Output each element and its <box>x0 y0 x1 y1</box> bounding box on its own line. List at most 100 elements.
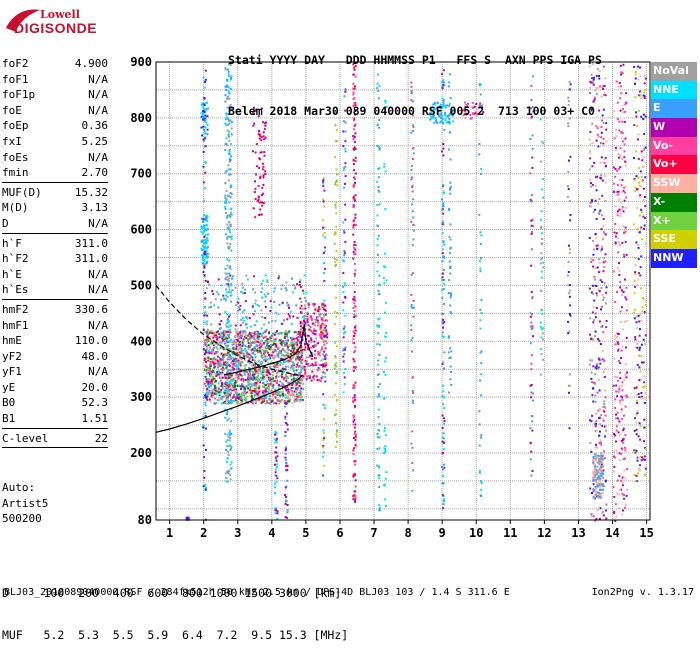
echo-point <box>444 112 446 115</box>
echo-point <box>643 97 646 100</box>
echo-point <box>202 112 205 115</box>
echo-point <box>219 373 222 376</box>
echo-point <box>207 253 209 255</box>
echo-point <box>282 340 284 343</box>
echo-point <box>589 143 592 146</box>
echo-point <box>448 73 451 76</box>
echo-point <box>274 441 277 444</box>
echo-point <box>593 467 596 470</box>
echo-point <box>204 486 207 489</box>
echo-point <box>255 398 258 401</box>
echo-point <box>229 314 231 317</box>
echo-point <box>203 110 206 113</box>
echo-point <box>235 304 238 307</box>
echo-point <box>590 291 593 294</box>
echo-point <box>207 255 209 258</box>
logo-swoosh-icon <box>6 9 40 32</box>
echo-point <box>230 401 233 404</box>
echo-point <box>605 320 608 322</box>
echo-point <box>230 300 233 303</box>
echo-point <box>262 174 265 177</box>
echo-point <box>531 166 534 169</box>
echo-point <box>202 138 205 141</box>
echo-point <box>272 393 275 396</box>
echo-point <box>377 283 380 286</box>
echo-point <box>441 414 444 417</box>
echo-point <box>268 379 271 382</box>
echo-point <box>201 249 204 252</box>
echo-point <box>212 369 215 372</box>
echo-point <box>603 457 606 460</box>
echo-point <box>322 198 325 201</box>
echo-point <box>624 240 627 243</box>
echo-point <box>353 297 356 300</box>
echo-point <box>316 324 319 327</box>
echo-point <box>251 362 254 365</box>
echo-point <box>255 330 258 333</box>
echo-point <box>352 93 355 96</box>
echo-point <box>352 224 355 227</box>
echo-point <box>265 391 268 394</box>
echo-point <box>601 424 604 427</box>
echo-point <box>588 236 591 239</box>
echo-point <box>625 286 628 289</box>
echo-point <box>531 429 534 432</box>
echo-point <box>286 318 289 321</box>
echo-point <box>619 281 622 284</box>
echo-point <box>313 374 316 377</box>
echo-point <box>217 293 220 296</box>
echo-point <box>240 393 243 396</box>
param-row: h`F 311.0 <box>2 236 108 252</box>
echo-point <box>334 341 337 344</box>
y-tick-label: 500 <box>130 278 152 292</box>
echo-point <box>441 313 444 316</box>
echo-point <box>377 289 380 292</box>
echo-point <box>215 401 218 404</box>
echo-point <box>300 387 303 390</box>
param-row: h`E N/A <box>2 267 108 283</box>
echo-point <box>469 113 472 116</box>
param-row: hmF2 330.6 <box>2 302 108 318</box>
echo-point <box>441 87 444 90</box>
echo-point <box>618 269 621 272</box>
echo-point <box>376 448 379 450</box>
echo-point <box>237 297 240 300</box>
echo-point <box>204 331 207 334</box>
echo-point <box>442 303 445 305</box>
echo-point <box>615 417 618 420</box>
echo-point <box>376 244 379 247</box>
echo-point <box>266 281 269 283</box>
echo-point <box>309 354 312 357</box>
echo-point <box>618 243 621 246</box>
auto-artist: Artist5 <box>2 496 49 510</box>
echo-point <box>261 204 264 207</box>
echo-point <box>620 384 623 387</box>
echo-point <box>284 503 287 505</box>
echo-point <box>412 147 415 150</box>
echo-point <box>235 373 238 376</box>
echo-point <box>241 316 244 319</box>
echo-point <box>567 122 570 125</box>
echo-point <box>227 164 230 167</box>
echo-point <box>634 450 637 453</box>
echo-point <box>277 353 280 356</box>
echo-point <box>299 365 302 368</box>
echo-point <box>219 376 222 379</box>
echo-point <box>258 346 261 349</box>
echo-point <box>255 333 258 336</box>
echo-point <box>601 293 604 296</box>
echo-point <box>412 229 415 232</box>
echo-point <box>274 370 277 372</box>
echo-point <box>267 345 270 348</box>
echo-point <box>616 169 619 172</box>
echo-point <box>300 369 303 372</box>
echo-point <box>622 210 625 213</box>
echo-point <box>286 509 289 512</box>
echo-point <box>203 246 206 248</box>
echo-point <box>270 378 273 381</box>
echo-point <box>617 193 620 196</box>
echo-point <box>601 350 604 352</box>
echo-point <box>353 87 356 90</box>
echo-point <box>237 361 240 364</box>
echo-point <box>344 284 347 287</box>
